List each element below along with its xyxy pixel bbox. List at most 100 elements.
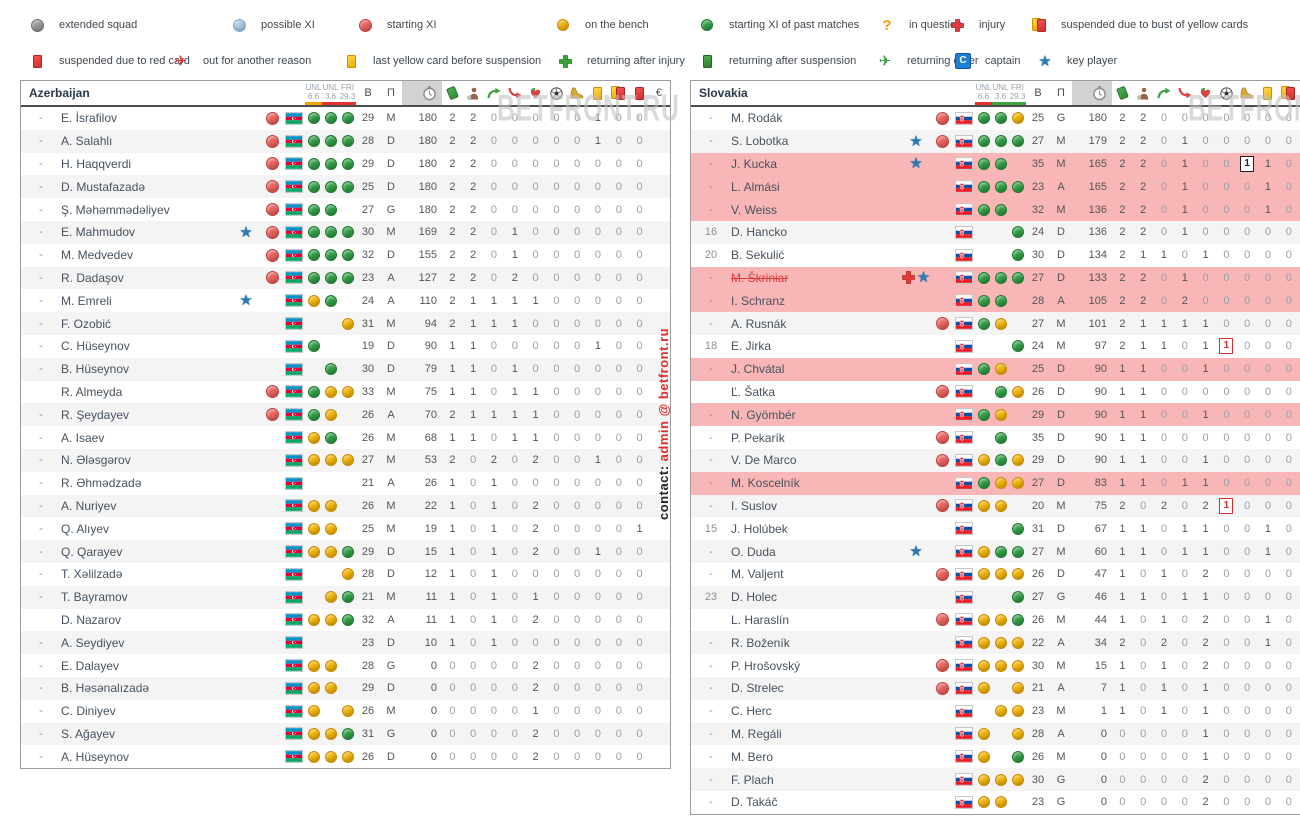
player-name[interactable]: D. Hancko (731, 225, 788, 240)
player-row[interactable]: - D. Mustafazadə 25 D 180 2 2 0 0 0 0 0 0 0 0 (21, 175, 670, 199)
player-row[interactable]: R. Almeyda 33 M 75 1 1 0 1 1 0 0 0 0 0 (21, 381, 670, 404)
player-name[interactable]: A. Rusnák (731, 316, 787, 331)
player-name[interactable]: J. Chvátal (731, 362, 785, 377)
player-name[interactable]: B. Həsənalızadə (61, 681, 150, 696)
player-name[interactable]: R. Dadaşov (61, 270, 124, 285)
player-row[interactable]: - T. Xəlilzadə 28 D 12 1 0 1 0 0 0 0 0 0 0 (21, 563, 670, 586)
player-row[interactable]: -J. Chvátal25D901100100000 (691, 357, 1300, 381)
player-name[interactable]: L. Haraslín (731, 612, 790, 627)
player-name[interactable]: M. Škriniar (731, 270, 789, 285)
player-row[interactable]: - N. Ələsgərov 27 M 53 2 0 2 0 2 0 0 1 0 0 (21, 448, 670, 472)
player-name[interactable]: M. Koscelník (731, 476, 800, 491)
player-name[interactable]: D. Strelec (731, 681, 784, 696)
player-row[interactable]: - S. Ağayev 31 G 0 0 0 0 0 2 0 0 0 0 0 (21, 722, 670, 746)
player-row[interactable]: 18E. Jirka24M972110110000 (691, 335, 1300, 358)
player-row[interactable]: -M. Rodák25G1802200000000 (691, 107, 1300, 130)
player-name[interactable]: A. Nuriyev (61, 498, 117, 513)
match-column-header[interactable]: UNL 6.6 (975, 81, 992, 105)
player-row[interactable]: -D. Strelec21A71010100000 (691, 676, 1300, 700)
match-column-header[interactable]: UNL 6.6 (305, 81, 322, 105)
player-name[interactable]: C. Hüseynov (61, 339, 130, 354)
player-name[interactable]: O. Duda (731, 544, 776, 559)
player-name[interactable]: V. Weiss (731, 202, 778, 217)
player-row[interactable]: -L. Almási23A1652201000100 (691, 175, 1300, 199)
player-row[interactable]: - Ş. Məhəmmədəliyev 27 G 180 2 2 0 0 0 0 0 0 0 0 (21, 198, 670, 221)
player-row[interactable]: - R. Şeydayev 26 A 70 2 1 1 1 1 0 0 0 0 0 (21, 403, 670, 427)
player-row[interactable]: -P. Pekarík35D901100000000 (691, 426, 1300, 449)
player-name[interactable]: R. Əhmədzadə (61, 476, 142, 491)
player-row[interactable]: -J. Kucka★35M1652201001100 (691, 152, 1300, 176)
player-name[interactable]: T. Bayramov (61, 590, 128, 605)
player-row[interactable]: -S. Lobotka★27M1792201000000 (691, 129, 1300, 153)
player-name[interactable]: R. Almeyda (61, 384, 123, 399)
player-name[interactable]: I. Suslov (731, 498, 778, 513)
match-column-header[interactable]: UNL 3.6 (322, 81, 339, 105)
player-row[interactable]: - C. Diniyev 26 M 0 0 0 0 0 1 0 0 0 0 0 (21, 700, 670, 723)
player-name[interactable]: M. Rodák (731, 111, 783, 126)
player-name[interactable]: H. Haqqverdi (61, 156, 132, 171)
player-row[interactable]: 15J. Holúbek31D671101100100 (691, 517, 1300, 540)
player-name[interactable]: P. Pekarík (731, 430, 785, 445)
player-name[interactable]: S. Ağayev (61, 726, 116, 741)
player-row[interactable]: -A. Rusnák27M1012111100000 (691, 312, 1300, 335)
player-name[interactable]: Ľ. Šatka (731, 384, 776, 399)
player-row[interactable]: - Q. Qarayev 29 D 15 1 0 1 0 2 0 0 1 0 0 (21, 540, 670, 563)
player-name[interactable]: T. Xəlilzadə (61, 567, 123, 582)
player-name[interactable]: M. Emreli (61, 293, 112, 308)
player-row[interactable]: -D. Takáč23G00000200000 (691, 791, 1300, 814)
player-row[interactable]: - H. Haqqverdi 29 D 180 2 2 0 0 0 0 0 0 0 0 (21, 153, 670, 176)
player-name[interactable]: Ş. Məhəmmədəliyev (61, 202, 170, 217)
player-name[interactable]: D. Takáč (731, 795, 778, 810)
player-row[interactable]: - Q. Alıyev 25 M 19 1 0 1 0 2 0 0 0 0 1 (21, 517, 670, 540)
player-row[interactable]: - A. Seydiyev 23 D 10 1 0 1 0 0 0 0 0 0 0 (21, 631, 670, 655)
player-name[interactable]: E. İsrafilov (61, 111, 118, 126)
player-row[interactable]: - E. İsrafilov 29 M 180 2 2 0 0 0 0 0 1 0 0 (21, 107, 670, 130)
player-name[interactable]: J. Kucka (731, 156, 778, 171)
player-name[interactable]: D. Holec (731, 590, 778, 605)
player-name[interactable]: M. Medvedev (61, 248, 134, 263)
player-row[interactable]: -M. Koscelník27D831101100000 (691, 471, 1300, 495)
player-row[interactable]: - T. Bayramov 21 M 11 1 0 1 0 1 0 0 0 0 0 (21, 585, 670, 609)
player-row[interactable]: -I. Suslov20M752020210000 (691, 494, 1300, 518)
player-row[interactable]: 20B. Sekulić30D1342110100000 (691, 244, 1300, 267)
player-row[interactable]: -M. Škriniar★27D1332201000000 (691, 266, 1300, 290)
player-row[interactable]: -M. Valjent26D471010200000 (691, 563, 1300, 586)
player-name[interactable]: D. Mustafazadə (61, 179, 146, 194)
player-name[interactable]: V. De Marco (731, 453, 797, 468)
player-name[interactable]: A. Hüseynov (61, 749, 130, 764)
match-column-header[interactable]: UNL 3.6 (992, 81, 1009, 105)
player-row[interactable]: - A. Salahlı 28 D 180 2 2 0 0 0 0 0 1 0 0 (21, 129, 670, 153)
player-row[interactable]: -V. De Marco29D901100100000 (691, 448, 1300, 472)
player-name[interactable]: B. Hüseynov (61, 362, 130, 377)
player-row[interactable]: 23D. Holec27G461101100000 (691, 585, 1300, 609)
player-row[interactable]: - B. Hüseynov 30 D 79 1 1 0 1 0 0 0 0 0 0 (21, 357, 670, 381)
player-row[interactable]: - M. Emreli ★ 24 A 110 2 1 1 1 1 0 0 0 0 0 (21, 289, 670, 312)
player-name[interactable]: N. Ələsgərov (61, 453, 131, 468)
player-name[interactable]: M. Valjent (731, 567, 784, 582)
player-row[interactable]: -O. Duda★27M601101100100 (691, 540, 1300, 563)
player-row[interactable]: - R. Dadaşov 23 A 127 2 2 0 2 0 0 0 0 0 0 (21, 266, 670, 290)
player-name[interactable]: M. Bero (731, 749, 774, 764)
player-name[interactable]: R. Boženík (731, 635, 790, 650)
player-name[interactable]: J. Holúbek (731, 521, 788, 536)
player-name[interactable]: F. Plach (731, 772, 774, 787)
player-name[interactable]: D. Nazarov (61, 612, 122, 627)
player-row[interactable]: -P. Hrošovský30M151010200000 (691, 654, 1300, 677)
player-name[interactable]: A. Isaev (61, 430, 105, 445)
player-name[interactable]: R. Şeydayev (61, 407, 130, 422)
player-row[interactable]: - B. Həsənalızadə 29 D 0 0 0 0 0 2 0 0 0 0 0 (21, 676, 670, 700)
player-name[interactable]: Q. Qarayev (61, 544, 123, 559)
player-row[interactable]: D. Nazarov 32 A 11 1 0 1 0 2 0 0 0 0 0 (21, 609, 670, 632)
player-row[interactable]: -M. Regáli28A00000100000 (691, 722, 1300, 746)
player-name[interactable]: B. Sekulić (731, 248, 785, 263)
player-name[interactable]: N. Gyömbér (731, 407, 796, 422)
player-row[interactable]: - C. Hüseynov 19 D 90 1 1 0 0 0 0 0 1 0 0 (21, 335, 670, 358)
player-row[interactable]: L. Haraslín26M441010200100 (691, 609, 1300, 632)
player-name[interactable]: E. Dalayev (61, 658, 120, 673)
player-row[interactable]: -N. Gyömbér29D901100100000 (691, 403, 1300, 427)
match-column-header[interactable]: FRI 29.3 (1009, 81, 1026, 105)
player-row[interactable]: 16D. Hancko24D1362201000000 (691, 220, 1300, 244)
player-name[interactable]: E. Mahmudov (61, 225, 136, 240)
player-name[interactable]: M. Regáli (731, 726, 782, 741)
player-row[interactable]: Ľ. Šatka26D901100000000 (691, 381, 1300, 404)
